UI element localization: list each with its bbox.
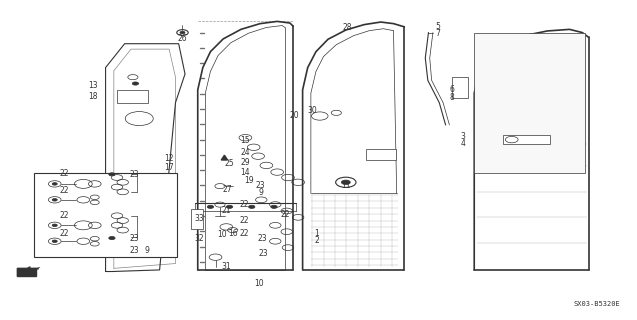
Text: 9: 9 <box>259 188 264 197</box>
Polygon shape <box>17 268 36 276</box>
Text: 24: 24 <box>241 148 250 156</box>
Bar <box>191 209 203 228</box>
Text: 22: 22 <box>59 169 69 178</box>
Text: 22: 22 <box>281 210 290 219</box>
Circle shape <box>52 240 57 243</box>
Bar <box>366 149 396 160</box>
Text: 33: 33 <box>195 214 204 223</box>
Text: 19: 19 <box>244 176 254 185</box>
Text: 23: 23 <box>129 170 139 179</box>
Circle shape <box>226 205 233 208</box>
Text: 6: 6 <box>450 85 454 94</box>
Text: 25: 25 <box>225 159 234 168</box>
Text: 2: 2 <box>314 236 319 245</box>
Text: 28: 28 <box>342 23 352 32</box>
Text: 20: 20 <box>290 111 299 120</box>
Text: 3: 3 <box>461 132 465 140</box>
Bar <box>452 77 468 98</box>
Circle shape <box>207 205 213 208</box>
Text: 29: 29 <box>241 158 250 167</box>
Circle shape <box>109 173 115 176</box>
Text: 23: 23 <box>259 250 268 259</box>
Text: 27: 27 <box>222 185 232 194</box>
Bar <box>474 33 585 173</box>
Text: 23: 23 <box>258 234 268 243</box>
Text: 9: 9 <box>145 246 149 255</box>
Text: 15: 15 <box>241 136 250 145</box>
Text: 17: 17 <box>164 164 174 172</box>
Text: 11: 11 <box>341 181 350 190</box>
Text: 13: 13 <box>88 81 97 90</box>
Text: 10: 10 <box>217 230 227 239</box>
Text: 22: 22 <box>240 229 249 238</box>
Text: 22: 22 <box>59 211 69 220</box>
Text: 22: 22 <box>59 229 69 238</box>
Text: 22: 22 <box>59 186 69 195</box>
Text: 22: 22 <box>240 216 249 225</box>
Text: 12: 12 <box>164 154 174 163</box>
Text: 4: 4 <box>461 139 465 148</box>
Polygon shape <box>221 155 227 160</box>
Text: 8: 8 <box>450 93 454 102</box>
Text: 1: 1 <box>314 229 319 238</box>
Text: 22: 22 <box>240 200 249 209</box>
Text: 26: 26 <box>177 35 187 44</box>
Text: 18: 18 <box>88 92 97 101</box>
Bar <box>34 173 177 257</box>
Circle shape <box>248 205 255 208</box>
Bar <box>117 90 148 103</box>
Text: 31: 31 <box>222 262 231 271</box>
Circle shape <box>52 198 57 201</box>
Bar <box>503 135 550 144</box>
Text: 5: 5 <box>436 22 440 31</box>
Circle shape <box>132 82 139 85</box>
Circle shape <box>52 183 57 185</box>
Circle shape <box>52 224 57 227</box>
Circle shape <box>180 31 185 34</box>
Text: 16: 16 <box>228 229 238 238</box>
Text: 10: 10 <box>255 279 264 288</box>
Text: 32: 32 <box>195 234 204 243</box>
Circle shape <box>271 205 277 208</box>
Circle shape <box>341 180 350 185</box>
Text: 21: 21 <box>222 206 231 215</box>
Text: FR.: FR. <box>37 268 54 277</box>
Circle shape <box>109 236 115 240</box>
Bar <box>509 141 554 150</box>
Text: SX03-B5320E: SX03-B5320E <box>574 301 620 307</box>
Text: 23: 23 <box>129 234 139 243</box>
Text: 14: 14 <box>241 168 250 177</box>
Text: 23: 23 <box>129 246 139 255</box>
Text: 23: 23 <box>255 181 265 190</box>
Text: 7: 7 <box>436 29 440 38</box>
Text: 30: 30 <box>307 106 317 115</box>
